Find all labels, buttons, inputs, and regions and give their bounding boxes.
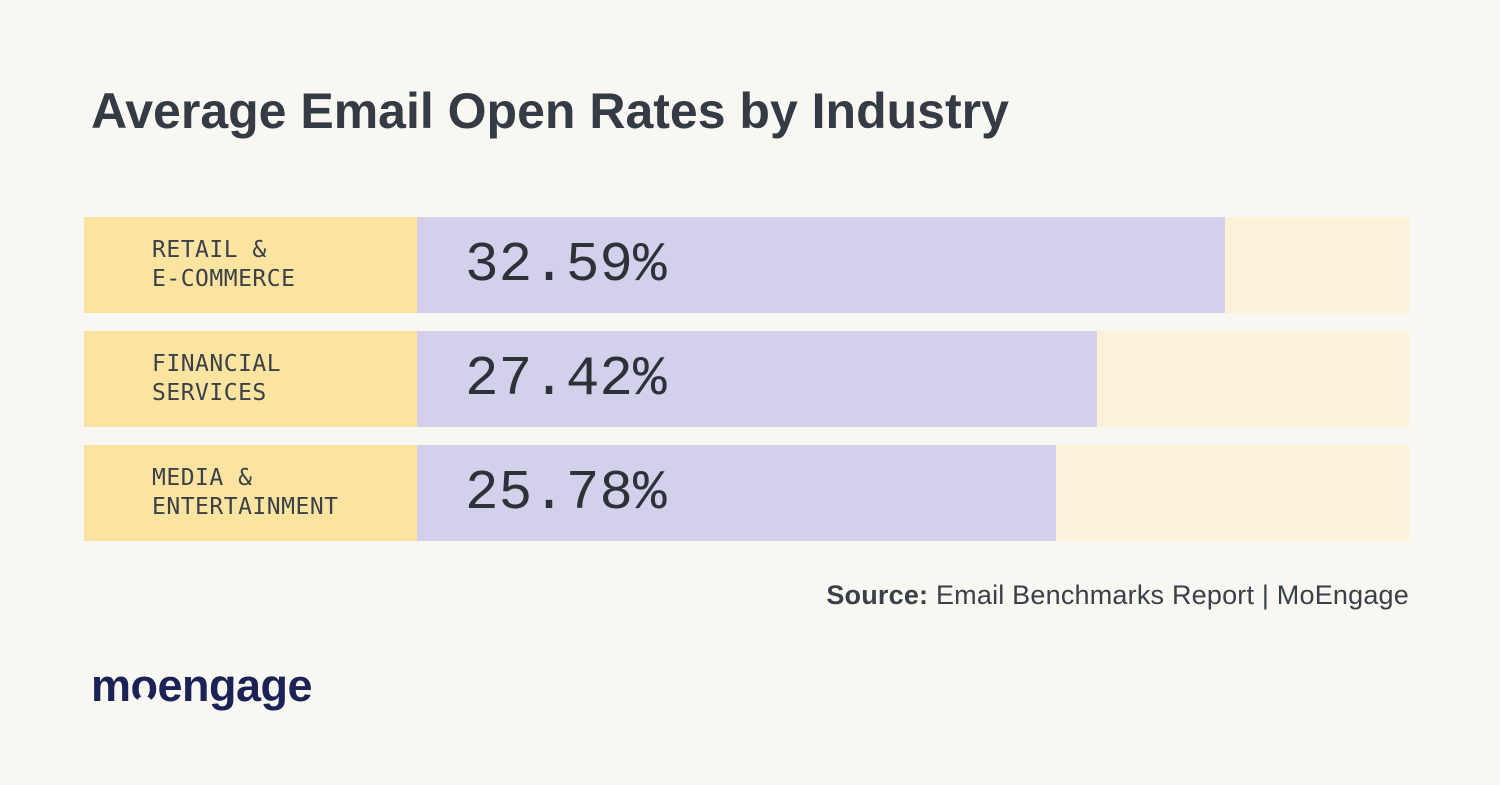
moengage-logo-text: engage [157,660,313,711]
category-label-line: ENTERTAINMENT [152,494,339,520]
bar-chart: RETAIL & E-COMMERCE 32.59% FINANCIAL SER… [84,217,1409,559]
moengage-logo: moengage [91,660,313,712]
bar-fill: 27.42% [417,331,1098,427]
category-label-media-entertainment: MEDIA & ENTERTAINMENT [84,445,417,541]
chart-title: Average Email Open Rates by Industry [91,83,1009,139]
category-label-line: MEDIA & [152,465,253,491]
source-prefix: Source: [826,580,929,610]
moengage-logo-text: m [91,660,131,711]
bar-fill: 25.78% [417,445,1057,541]
category-label-financial-services: FINANCIAL SERVICES [84,331,417,427]
source-text: Email Benchmarks Report | MoEngage [928,580,1409,610]
source-note: Source: Email Benchmarks Report | MoEnga… [826,580,1409,611]
category-label-line: FINANCIAL [152,351,282,377]
moengage-logo-o: o [130,660,159,711]
category-label-retail-ecommerce: RETAIL & E-COMMERCE [84,217,417,313]
category-label-line: RETAIL & [152,237,267,263]
chart-row-retail-ecommerce: RETAIL & E-COMMERCE 32.59% [84,217,1409,313]
bar-fill: 32.59% [417,217,1226,313]
bar-track: 27.42% [417,331,1409,427]
bar-value-label: 32.59% [465,233,667,297]
bar-track: 32.59% [417,217,1409,313]
bar-value-label: 25.78% [465,461,667,525]
bar-value-label: 27.42% [465,347,667,411]
bar-track: 25.78% [417,445,1409,541]
chart-row-financial-services: FINANCIAL SERVICES 27.42% [84,331,1409,427]
chart-row-media-entertainment: MEDIA & ENTERTAINMENT 25.78% [84,445,1409,541]
category-label-line: SERVICES [152,380,267,406]
category-label-line: E-COMMERCE [152,266,296,292]
